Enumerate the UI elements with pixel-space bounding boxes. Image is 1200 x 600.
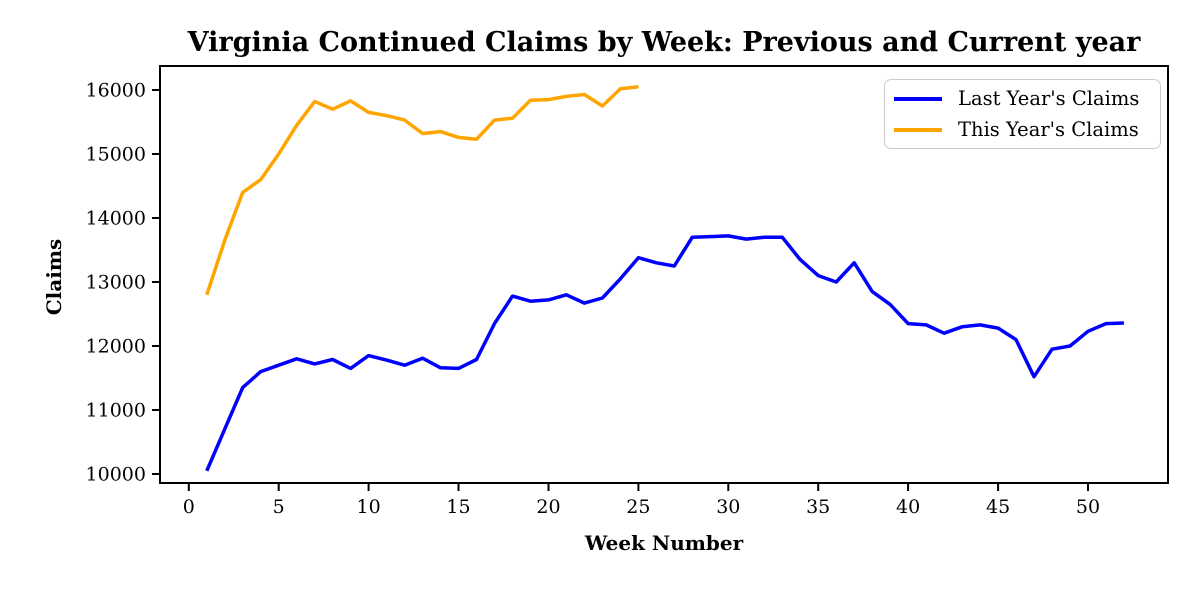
x-tick-label: 20 (536, 496, 560, 518)
y-tick-label: 13000 (86, 272, 146, 294)
legend-label-this-year: This Year's Claims (958, 118, 1139, 141)
plot-spines (159, 65, 1169, 484)
series-line-last-year (205, 234, 1124, 472)
x-tick-label: 35 (806, 496, 830, 518)
y-tick-label: 12000 (86, 336, 146, 358)
y-tick-label: 11000 (86, 400, 146, 422)
y-tick-label: 14000 (86, 208, 146, 230)
x-tick-label: 10 (357, 496, 381, 518)
last-year-line-swatch (894, 96, 942, 101)
this-year-line-swatch (894, 127, 942, 132)
y-tick-label: 10000 (86, 464, 146, 486)
legend-item-last-year: Last Year's Claims (894, 87, 1150, 110)
y-tick-label: 16000 (86, 80, 146, 102)
x-tick-label: 5 (273, 496, 285, 518)
chart-title: Virginia Continued Claims by Week: Previ… (187, 27, 1141, 58)
x-axis-label: Week Number (584, 531, 744, 555)
x-tick-label: 50 (1076, 496, 1100, 518)
x-tick-label: 45 (986, 496, 1010, 518)
x-tick-label: 25 (626, 496, 650, 518)
legend-label-last-year: Last Year's Claims (958, 87, 1140, 110)
series-line-this-year (205, 85, 639, 296)
y-axis-label: Claims (42, 238, 66, 316)
x-tick-label: 15 (446, 496, 470, 518)
x-tick-label: 40 (896, 496, 920, 518)
legend-item-this-year: This Year's Claims (894, 118, 1150, 141)
y-tick-label: 15000 (86, 144, 146, 166)
x-tick-label: 30 (716, 496, 740, 518)
x-tick-label: 0 (183, 496, 195, 518)
legend: Last Year's Claims This Year's Claims (884, 79, 1161, 149)
